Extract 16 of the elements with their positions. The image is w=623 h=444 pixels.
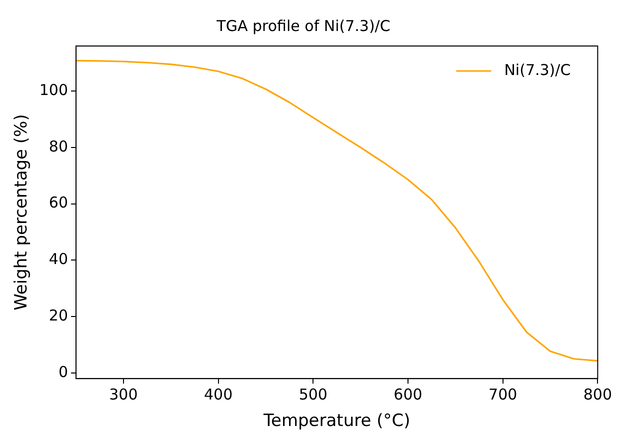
x-axis-title: Temperature (°C) bbox=[262, 411, 410, 432]
x-tick-label: 700 bbox=[488, 385, 518, 404]
legend-label: Ni(7.3)/C bbox=[504, 60, 571, 79]
y-tick-label: 20 bbox=[48, 306, 68, 324]
chart-title: TGA profile of Ni(7.3)/C bbox=[216, 16, 390, 35]
y-tick-label: 80 bbox=[48, 137, 68, 156]
x-tick-label: 400 bbox=[204, 385, 233, 404]
y-axis-title: Weight percentage (%) bbox=[12, 114, 32, 310]
x-tick-label: 300 bbox=[109, 385, 138, 404]
x-tick-label: 600 bbox=[394, 385, 422, 404]
y-tick-label: 0 bbox=[58, 362, 68, 381]
y-tick-label: 40 bbox=[48, 250, 68, 268]
x-tick-label: 800 bbox=[583, 385, 612, 404]
y-tick-label: 100 bbox=[39, 80, 68, 99]
x-tick-label: 500 bbox=[298, 385, 328, 404]
y-tick-label: 60 bbox=[48, 194, 68, 212]
